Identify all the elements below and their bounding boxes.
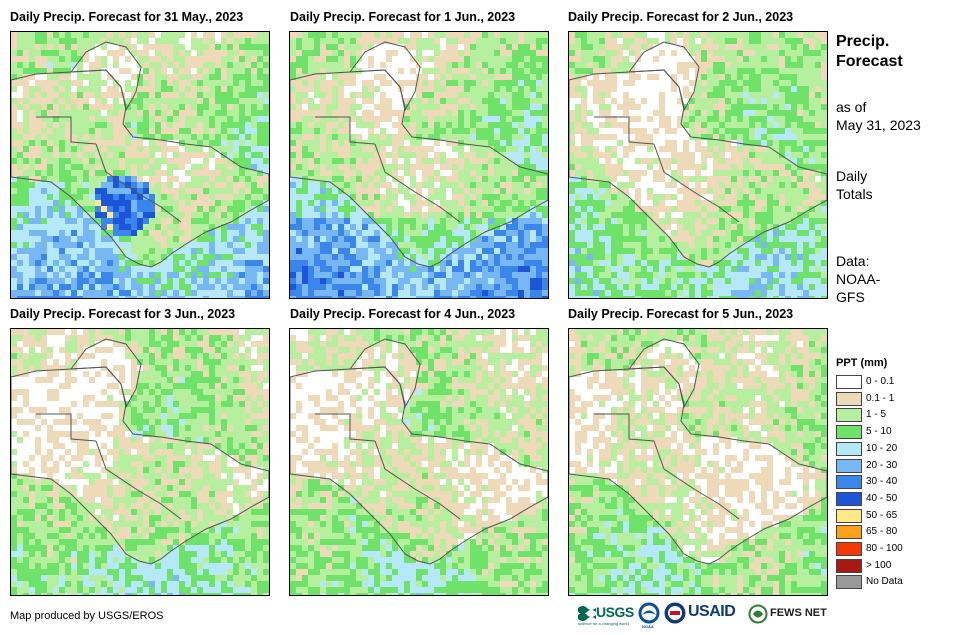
legend-swatch [836, 508, 862, 523]
legend-label: 20 - 30 [866, 459, 898, 471]
panel-title-4: Daily Precip. Forecast for 3 Jun., 2023 [10, 307, 236, 321]
usgs-logo: USGS science for a changing world [578, 602, 636, 628]
fewsnet-logo: FEWS NET [748, 602, 830, 628]
usgs-wave-icon [578, 606, 596, 621]
legend-swatch [836, 558, 862, 573]
forecast-map-2 [289, 31, 549, 299]
panel-title-6: Daily Precip. Forecast for 5 Jun., 2023 [568, 307, 794, 321]
legend-label: 0.1 - 1 [866, 392, 895, 404]
legend-label: 30 - 40 [866, 476, 898, 488]
legend-swatch [836, 491, 862, 506]
noaa-logo-text: NOAA [642, 624, 654, 629]
fewsnet-globe-icon [748, 604, 768, 624]
forecast-map-5 [289, 328, 549, 596]
legend-swatch [836, 375, 862, 389]
map-credit: Map produced by USGS/EROS [10, 610, 164, 622]
legend-swatch [836, 425, 862, 440]
usaid-logo-text: USAID [688, 603, 736, 620]
panel-title-5: Daily Precip. Forecast for 4 Jun., 2023 [290, 307, 516, 321]
panel-title-3: Daily Precip. Forecast for 2 Jun., 2023 [568, 10, 794, 24]
side-as-of: as of [836, 99, 867, 115]
legend-label: 5 - 10 [866, 426, 892, 438]
side-data-line3: GFS [836, 289, 865, 305]
noaa-logo: NOAA [638, 602, 662, 629]
forecast-map-4 [10, 328, 270, 596]
legend-label: 50 - 65 [866, 509, 898, 521]
legend-swatch [836, 525, 862, 540]
legend-title: PPT (mm) [836, 357, 888, 369]
legend-swatch [836, 441, 862, 456]
side-data-line2: NOAA- [836, 271, 881, 287]
legend-label: 80 - 100 [866, 543, 903, 554]
legend-label: 65 - 80 [866, 526, 898, 538]
usgs-tagline: science for a changing world [578, 621, 629, 626]
legend-label: 0 - 0.1 [866, 376, 895, 387]
noaa-seal-icon [638, 602, 660, 624]
legend-label: No Data [866, 576, 903, 588]
side-data-line1: Data: [836, 253, 870, 269]
side-title: Precip. Forecast [836, 33, 903, 70]
usaid-seal-icon [664, 602, 686, 624]
panel-title-2: Daily Precip. Forecast for 1 Jun., 2023 [290, 10, 516, 24]
legend-swatch [836, 391, 862, 406]
legend-label: 40 - 50 [866, 492, 898, 504]
legend-swatch [836, 458, 862, 473]
panel-title-1: Daily Precip. Forecast for 31 May., 2023 [10, 10, 244, 24]
legend-label: 10 - 20 [866, 442, 898, 454]
legend-swatch [836, 575, 862, 590]
legend-swatch [836, 475, 862, 490]
forecast-map-1 [10, 31, 270, 299]
legend-label: > 100 [866, 559, 892, 571]
forecast-map-6 [568, 328, 828, 596]
side-totals-line1: Daily [836, 168, 868, 184]
side-totals-line2: Totals [836, 186, 873, 202]
legend-label: 1 - 5 [866, 409, 887, 421]
usgs-logo-text: USGS [596, 604, 634, 620]
usaid-logo: USAID [664, 602, 744, 628]
legend-swatch [836, 408, 862, 423]
forecast-map-3 [568, 31, 828, 299]
legend-swatch [836, 542, 862, 556]
side-date: May 31, 2023 [836, 117, 921, 133]
fewsnet-logo-text: FEWS NET [770, 607, 827, 619]
